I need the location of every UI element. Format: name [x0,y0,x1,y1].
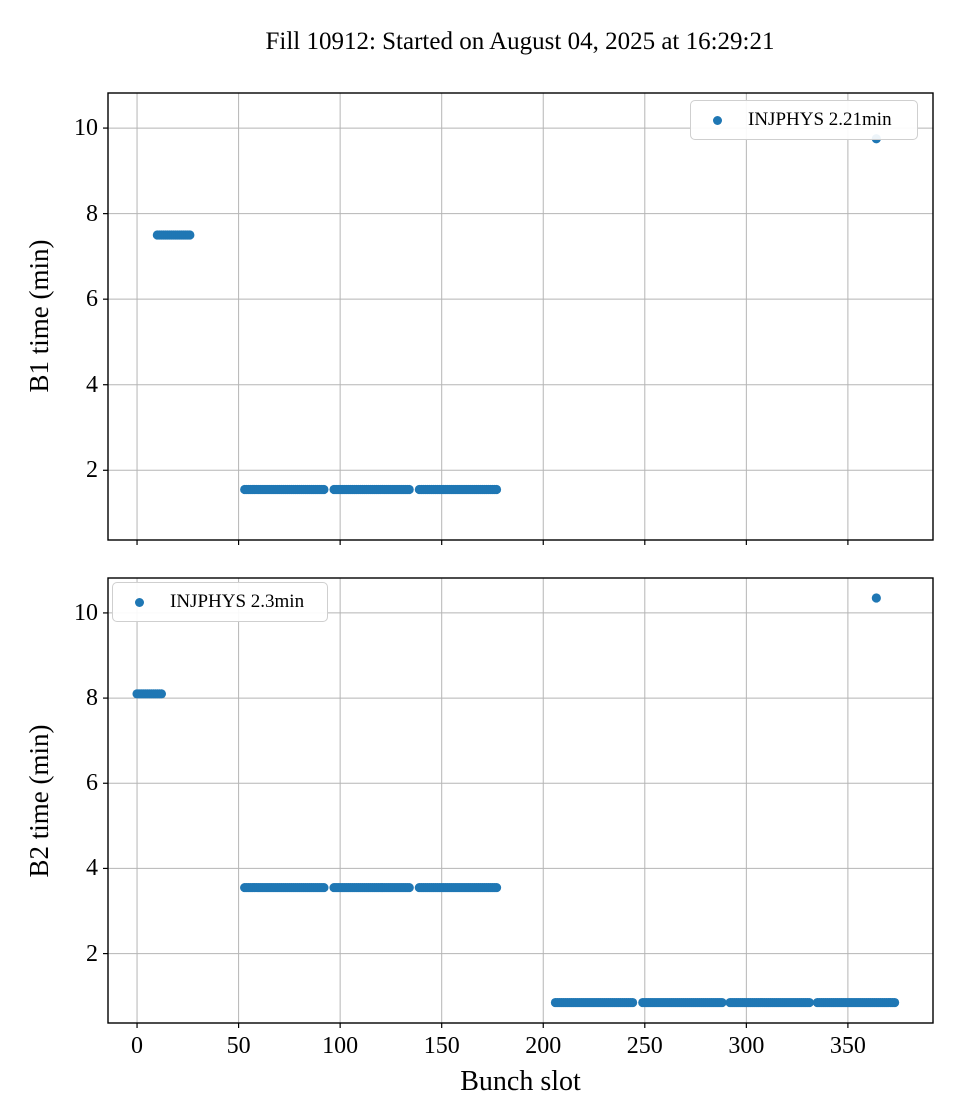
x-tick-label: 100 [322,1033,359,1059]
y-tick-label: 4 [86,855,98,882]
x-tick-label: 300 [728,1033,765,1059]
y-tick-label: 8 [86,200,98,227]
y-tick-label: 10 [74,599,98,626]
y-tick-label: 2 [86,457,98,484]
x-tick-label: 200 [525,1033,562,1059]
legend-b2: INJPHYS 2.3min [112,582,328,622]
y-tick-label: 6 [86,286,98,313]
y-tick-label: 2 [86,940,98,967]
y-tick-label: 4 [86,371,98,398]
x-tick-label: 150 [423,1033,460,1059]
legend-label-b1: INJPHYS 2.21min [748,109,892,130]
y-tick-label: 10 [74,115,98,142]
x-axis-label: Bunch slot [460,1066,581,1097]
legend-marker-icon [713,115,722,125]
x-tick-label: 250 [626,1033,663,1059]
x-tick-label: 50 [226,1033,251,1059]
x-tick-label: 350 [829,1033,866,1059]
y-tick-label: 8 [86,685,98,712]
legend-marker-icon [135,597,144,607]
figure-title: Fill 10912: Started on August 04, 2025 a… [265,28,775,55]
legend-b1: INJPHYS 2.21min [690,100,918,140]
y-tick-label: 6 [86,770,98,797]
legend-label-b2: INJPHYS 2.3min [170,591,305,612]
x-tick-label: 0 [131,1033,144,1059]
